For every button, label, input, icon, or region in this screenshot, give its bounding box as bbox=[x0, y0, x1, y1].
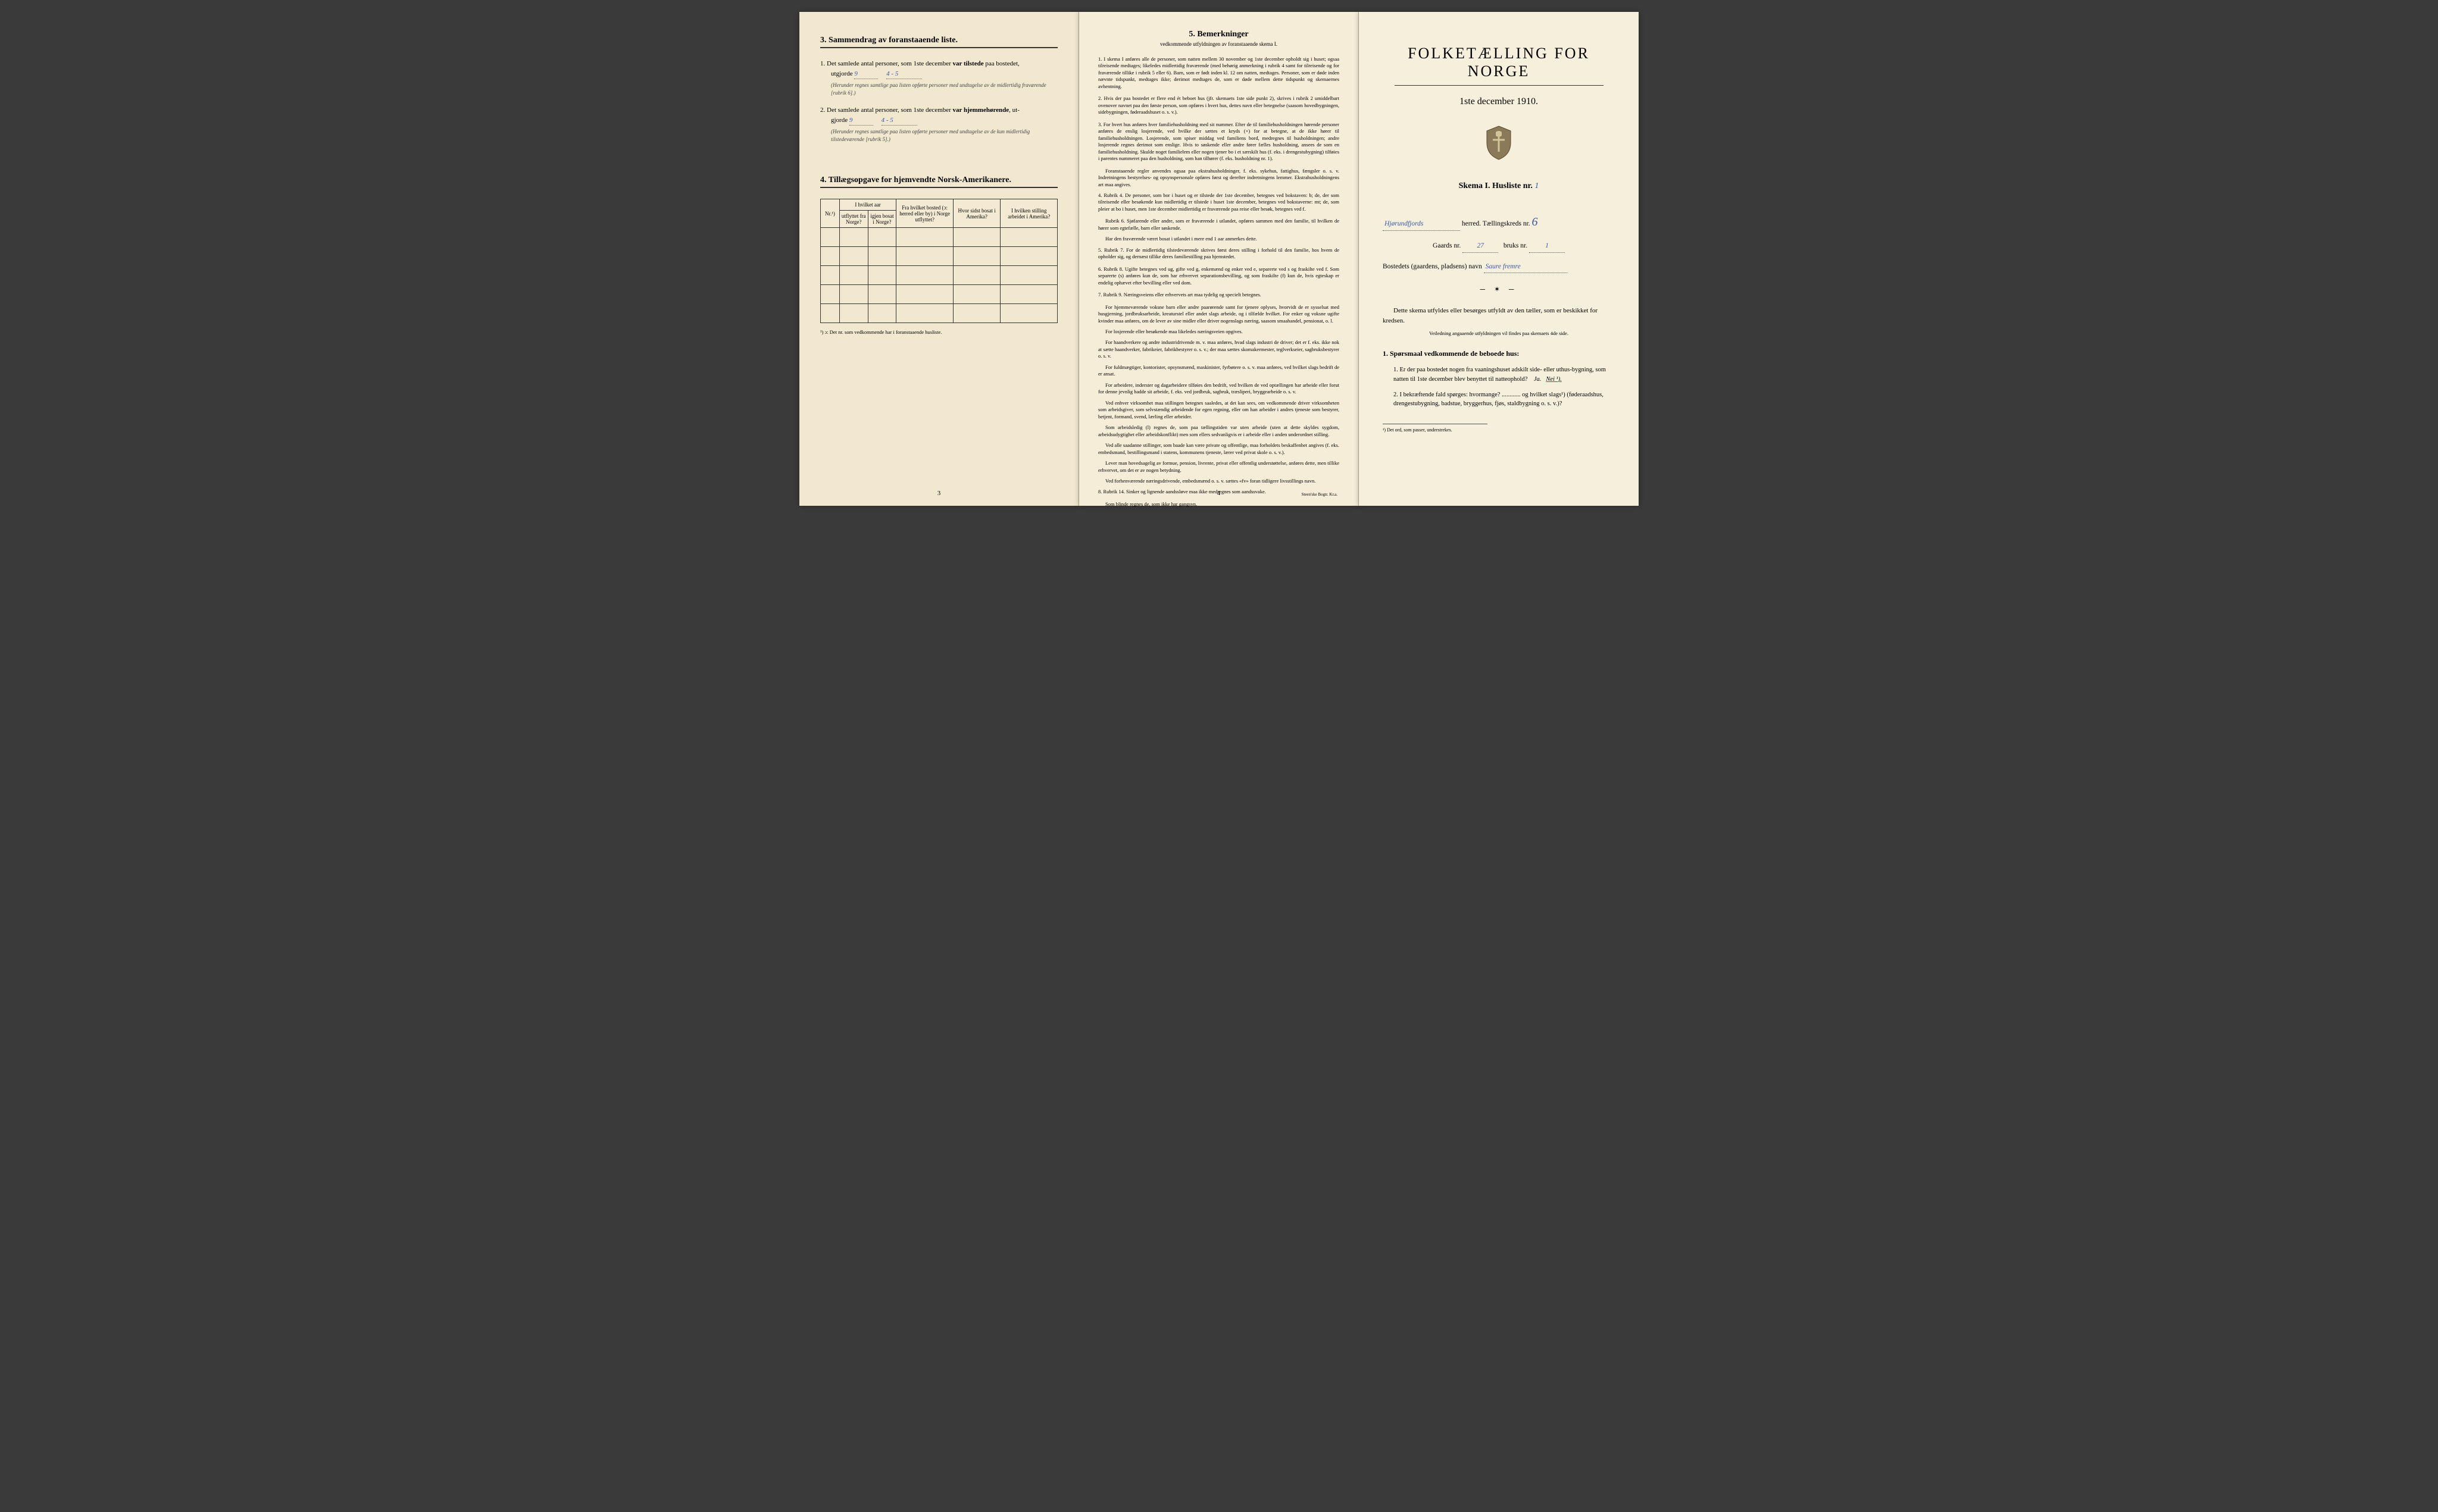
item2-note: (Herunder regnes samtlige paa listen opf… bbox=[831, 128, 1058, 143]
skema-line: Skema I. Husliste nr. 1 bbox=[1383, 181, 1615, 191]
th-where: Hvor sidst bosat i Amerika? bbox=[953, 199, 1001, 228]
bosted-line: Bostedets (gaardens, pladsens) navn Saur… bbox=[1383, 261, 1615, 274]
title-footnote: ¹) Det ord, som passer, understrekes. bbox=[1383, 424, 1487, 433]
kreds-value: 6 bbox=[1532, 215, 1538, 228]
question-1: 1. Er der paa bostedet nogen fra vaaning… bbox=[1393, 365, 1615, 384]
table-footnote: ¹) ɔ: Det nr. som vedkommende har i fora… bbox=[820, 329, 1058, 335]
bemerk-3-sub: Foranstaaende regler anvendes ogsaa paa … bbox=[1098, 168, 1339, 188]
document-spread: 3. Sammendrag av foranstaaende liste. 1.… bbox=[799, 12, 1639, 506]
page-3: 3. Sammendrag av foranstaaende liste. 1.… bbox=[799, 12, 1079, 506]
bemerk-7-sub4: For fuldmægtiger, kontorister, opsynsmæn… bbox=[1098, 364, 1339, 378]
item1-suffix: paa bostedet, bbox=[984, 60, 1020, 67]
item2-prefix: 2. Det samlede antal personer, som 1ste … bbox=[820, 107, 953, 114]
coat-of-arms-icon bbox=[1383, 125, 1615, 167]
census-date: 1ste december 1910. bbox=[1383, 96, 1615, 107]
item2-line2: gjorde bbox=[831, 117, 848, 124]
title-page: FOLKETÆLLING FOR NORGE 1ste december 191… bbox=[1359, 12, 1639, 506]
item2-value1: 9 bbox=[849, 115, 873, 126]
table-row bbox=[821, 266, 1058, 285]
item2-value2: 4 - 5 bbox=[882, 115, 917, 126]
bemerk-4-sub2: Har den fraværende været bosat i utlande… bbox=[1098, 236, 1339, 242]
item1-value2: 4 - 5 bbox=[886, 69, 922, 80]
bemerk-7-sub5: For arbeidere, inderster og dagarbeidere… bbox=[1098, 382, 1339, 396]
bemerk-6: 6. Rubrik 8. Ugifte betegnes ved ug, gif… bbox=[1098, 266, 1339, 286]
bemerk-7-sub3: For haandverkere og andre industridriven… bbox=[1098, 339, 1339, 359]
bemerk-3: 3. For hvert hus anføres hver familiehus… bbox=[1098, 121, 1339, 162]
bemerk-1: 1. I skema I anføres alle de personer, s… bbox=[1098, 56, 1339, 90]
th-nr: Nr.¹) bbox=[821, 199, 840, 228]
page-number-3: 3 bbox=[937, 490, 941, 497]
bemerk-title: 5. Bemerkninger bbox=[1098, 30, 1339, 39]
item1-bold: var tilstede bbox=[953, 60, 984, 67]
th-returned: igjen bosat i Norge? bbox=[868, 211, 896, 228]
emigrant-table: Nr.¹) I hvilket aar Fra hvilket bosted (… bbox=[820, 199, 1058, 323]
table-body bbox=[821, 228, 1058, 323]
item-1: 1. Det samlede antal personer, som 1ste … bbox=[820, 59, 1058, 96]
questions-heading: 1. Spørsmaal vedkommende de beboede hus: bbox=[1383, 349, 1615, 358]
table-row bbox=[821, 285, 1058, 304]
item2-suffix: , ut- bbox=[1009, 107, 1020, 114]
herred-line: Hjørundfjords herred. Tællingskreds nr. … bbox=[1383, 212, 1615, 232]
table-row bbox=[821, 247, 1058, 266]
bemerk-2: 2. Hvis der paa bostedet er flere end ét… bbox=[1098, 95, 1339, 115]
guidance-note: Veiledning angaaende utfyldningen vil fi… bbox=[1383, 330, 1615, 336]
item1-note: (Herunder regnes samtlige paa listen opf… bbox=[831, 82, 1058, 96]
item-2: 2. Det samlede antal personer, som 1ste … bbox=[820, 105, 1058, 143]
gaard-line: Gaards nr. 27 bruks nr. 1 bbox=[1383, 240, 1615, 253]
question-2: 2. I bekræftende fald spørges: hvormange… bbox=[1393, 390, 1615, 409]
instructions-para: Dette skema utfyldes eller besørges utfy… bbox=[1383, 306, 1615, 325]
herred-value: Hjørundfjords bbox=[1383, 218, 1460, 231]
printer-mark: Steen'ske Bogtr. Kr.a. bbox=[1301, 492, 1337, 497]
gaard-value: 27 bbox=[1462, 240, 1498, 253]
page-4: 5. Bemerkninger vedkommende utfyldningen… bbox=[1079, 12, 1359, 506]
bemerk-7-sub1: For hjemmeværende voksne barn eller andr… bbox=[1098, 304, 1339, 324]
item1-prefix: 1. Det samlede antal personer, som 1ste … bbox=[820, 60, 953, 67]
answer-nei: Nei ¹). bbox=[1546, 376, 1561, 383]
bemerk-7-sub8: Ved alle saadanne stillinger, som baade … bbox=[1098, 442, 1339, 456]
bemerk-7-sub9: Lever man hovedsagelig av formue, pensio… bbox=[1098, 460, 1339, 474]
th-emigrated: utflyttet fra Norge? bbox=[839, 211, 868, 228]
th-occupation: I hvilken stilling arbeidet i Amerika? bbox=[1001, 199, 1058, 228]
main-title: FOLKETÆLLING FOR NORGE bbox=[1383, 45, 1615, 80]
table-row bbox=[821, 228, 1058, 247]
bemerk-7-sub6: Ved enhver virksomhet maa stillingen bet… bbox=[1098, 400, 1339, 420]
bemerk-4-sub1: Rubrik 6. Sjøfarende eller andre, som er… bbox=[1098, 218, 1339, 231]
bemerk-subtitle: vedkommende utfyldningen av foranstaaend… bbox=[1098, 41, 1339, 47]
section-3-heading: 3. Sammendrag av foranstaaende liste. bbox=[820, 36, 1058, 48]
husliste-nr: 1 bbox=[1534, 181, 1539, 190]
th-year: I hvilket aar bbox=[839, 199, 896, 211]
bemerk-7: 7. Rubrik 9. Næringsveiens eller erhverv… bbox=[1098, 292, 1339, 298]
bemerk-8-sub: Som blinde regnes de, som ikke har gangs… bbox=[1098, 501, 1339, 508]
th-from: Fra hvilket bosted (ɔ: herred eller by) … bbox=[896, 199, 954, 228]
page-number-4: 4 bbox=[1217, 490, 1221, 497]
item1-line2: utgjorde bbox=[831, 70, 853, 77]
ornament-divider: ─ ✶ ─ bbox=[1383, 285, 1615, 294]
bemerk-7-sub10: Ved forhenværende næringsdrivende, embed… bbox=[1098, 478, 1339, 484]
item1-value1: 9 bbox=[854, 69, 878, 80]
answer-ja: Ja. bbox=[1534, 376, 1542, 383]
bosted-value: Saure fremre bbox=[1484, 261, 1567, 274]
bemerk-4: 4. Rubrik 4. De personer, som bor i huse… bbox=[1098, 192, 1339, 212]
bruks-value: 1 bbox=[1529, 240, 1565, 253]
table-row bbox=[821, 304, 1058, 323]
bemerk-7-sub2: For losjerende eller besøkende maa likel… bbox=[1098, 328, 1339, 335]
item2-bold: var hjemmehørende bbox=[953, 107, 1009, 114]
title-rule bbox=[1395, 85, 1604, 86]
section-4-heading: 4. Tillægsopgave for hjemvendte Norsk-Am… bbox=[820, 176, 1058, 188]
bemerk-5: 5. Rubrik 7. For de midlertidig tilstede… bbox=[1098, 247, 1339, 261]
bemerk-7-sub7: Som arbeidsledig (l) regnes de, som paa … bbox=[1098, 424, 1339, 438]
